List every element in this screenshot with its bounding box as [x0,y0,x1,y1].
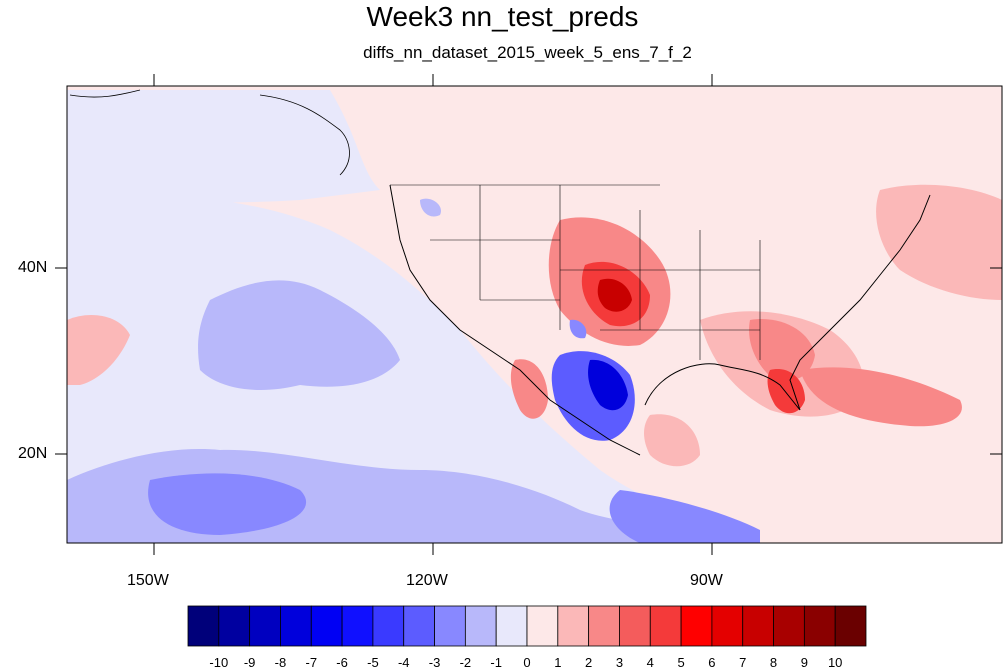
colorbar-swatch [495,605,528,647]
colorbar-tick-label: 4 [646,655,654,670]
colorbar-swatch [434,605,466,647]
colorbar-tick-label: -5 [367,655,379,670]
colorbar-tick-label: 2 [585,655,593,670]
colorbar [187,605,867,647]
colorbar-tick-label: -6 [336,655,348,670]
colorbar-tick-label: 10 [827,655,843,670]
colorbar-tick-label: 0 [523,655,531,670]
colorbar-swatch [249,605,281,647]
colorbar-tick-label: 1 [554,655,562,670]
colorbar-tick-label: 9 [800,655,808,670]
colorbar-tick-label: 5 [677,655,685,670]
colorbar-swatch [187,605,220,647]
colorbar-swatch [834,605,867,647]
colorbar-swatch [464,605,497,647]
colorbar-swatch [588,605,620,647]
colorbar-tick-label: -1 [490,655,502,670]
colorbar-swatch [773,605,805,647]
colorbar-tick-label: -7 [305,655,318,670]
colorbar-tick-label: -8 [274,655,287,670]
colorbar-swatch [403,605,435,647]
colorbar-tick-label: -3 [428,655,441,670]
colorbar-swatch [557,605,590,647]
map-subtitle: diffs_nn_dataset_2015_week_5_ens_7_f_2 [363,43,692,62]
colorbar-tick-label: -10 [209,655,229,670]
colorbar-tick-label: -4 [397,655,410,670]
lat-label-20n: 20N [18,445,48,462]
contour-field [67,86,1002,543]
plot-frame [66,85,1003,544]
lon-label-120w: 120W [406,572,448,589]
colorbar-swatch [649,605,682,647]
map-title: Week3 nn_test_preds [366,1,639,32]
colorbar-swatch [526,605,559,647]
colorbar-swatch [619,605,651,647]
colorbar-tick-label: 6 [708,655,716,670]
colorbar-tick-label: -2 [459,655,472,670]
colorbar-swatch [341,605,374,647]
lat-label-40n: 40N [18,259,48,276]
colorbar-swatch [218,605,251,647]
colorbar-tick-label: 7 [739,655,747,670]
colorbar-swatch [803,605,836,647]
colorbar-swatch [280,605,312,647]
colorbar-swatch [310,605,343,647]
colorbar-swatch [680,605,713,647]
axis-ticks [55,74,1002,555]
colorbar-swatch [742,605,774,647]
colorbar-swatch [372,605,405,647]
colorbar-tick-label: 8 [769,655,778,670]
colorbar-tick-label: 3 [615,655,624,670]
colorbar-swatch [711,605,744,647]
colorbar-tick-label: -9 [243,655,256,670]
lon-label-150w: 150W [127,572,169,589]
lon-label-90w: 90W [690,572,723,589]
